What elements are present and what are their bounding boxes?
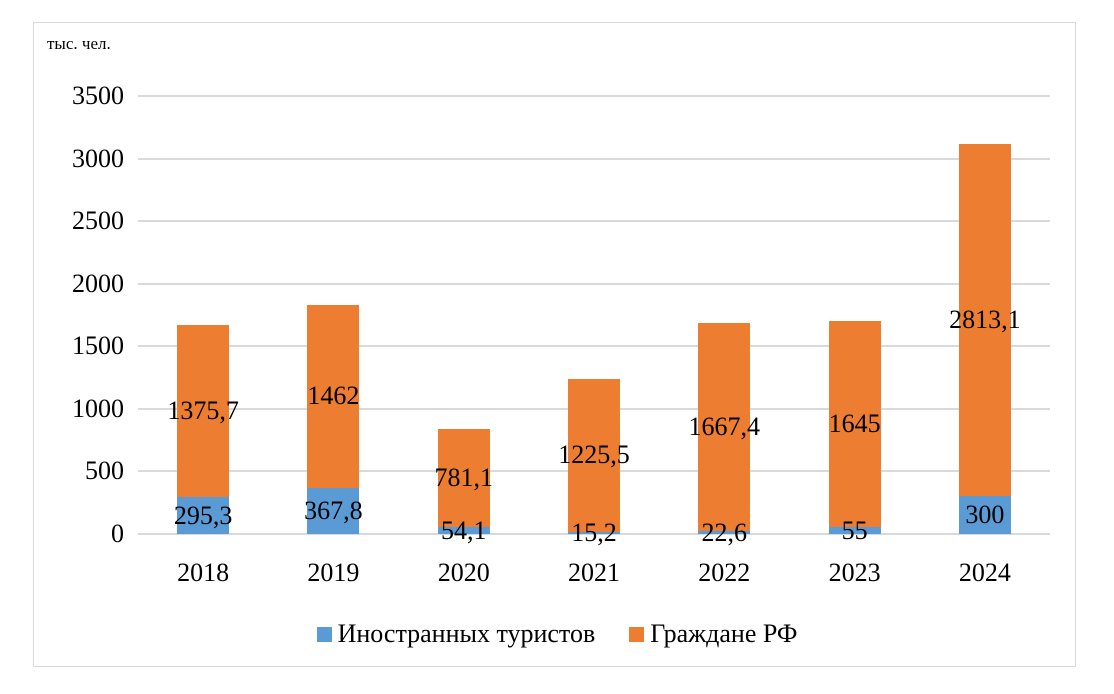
legend: Иностранных туристов Граждане РФ: [0, 619, 1114, 649]
data-label: 1667,4: [688, 411, 761, 441]
gridline: [138, 533, 1050, 535]
data-label: 55: [841, 515, 868, 545]
bar-stack-2021: [568, 96, 620, 534]
bar-foreign-2021: [568, 532, 620, 534]
bar-citizens-2024: [958, 144, 1011, 497]
bar-stack-2022: [698, 96, 751, 534]
data-label: 15,2: [571, 518, 617, 548]
x-tick-label: 2024: [958, 558, 1011, 587]
bar-citizens-2021: [568, 378, 620, 533]
y-tick-label: 2000: [72, 268, 124, 298]
bar-foreign-2023: [828, 527, 881, 534]
bar-citizens-2019: [307, 305, 360, 488]
bar-foreign-2018: [177, 497, 230, 534]
chart-frame: [33, 22, 1076, 667]
x-tick-label: 2021: [568, 558, 620, 587]
bar-foreign-2024: [958, 496, 1011, 534]
gridline: [138, 345, 1050, 348]
data-label: 367,8: [304, 495, 363, 525]
data-label: 300: [965, 500, 1005, 530]
gridline: [138, 95, 1050, 97]
bar-stack-2020: [437, 96, 490, 534]
legend-label-foreign: Иностранных туристов: [337, 619, 596, 648]
bar-citizens-2018: [177, 324, 230, 498]
y-tick-label: 500: [85, 456, 124, 486]
gridline: [138, 157, 1050, 160]
x-tick-label: 2020: [437, 558, 490, 587]
data-label: 22,6: [701, 517, 748, 547]
x-tick-label: 2019: [307, 558, 360, 587]
x-tick-label: 2018: [177, 558, 230, 587]
data-label: 1462: [307, 381, 360, 411]
legend-item-foreign: Иностранных туристов: [316, 619, 596, 649]
bar-stack-2018: [177, 96, 230, 534]
data-label: 1375,7: [167, 395, 239, 425]
legend-label-citizens: Граждане РФ: [650, 619, 798, 648]
bar-stack-2024: [958, 96, 1011, 534]
y-axis-unit-label: тыс. чел.: [47, 34, 111, 53]
data-label: 781,1: [434, 463, 493, 493]
y-tick-label: 1000: [72, 393, 124, 423]
y-tick-label: 3000: [72, 143, 124, 173]
legend-swatch-foreign: [316, 626, 332, 642]
data-label: 54,1: [440, 515, 487, 545]
bar-citizens-2023: [828, 321, 881, 528]
data-label: 1225,5: [558, 440, 630, 470]
bar-foreign-2020: [437, 527, 490, 534]
bar-foreign-2022: [698, 531, 751, 534]
data-label: 2813,1: [949, 305, 1021, 335]
plot-area: 295,3 1375,7 367,8 1462 54,1 781,1 15,2 1225,5 2…: [138, 95, 1050, 546]
bar-stack-2023: [828, 96, 881, 534]
x-tick-label: 2023: [828, 558, 881, 587]
bar-foreign-2019: [307, 487, 360, 534]
y-tick-label: 2500: [72, 206, 124, 236]
bar-stack-2019: [307, 96, 360, 534]
x-tick-label: 2022: [698, 558, 751, 587]
data-label: 295,3: [173, 500, 233, 530]
y-tick-label: 1500: [72, 331, 124, 361]
legend-item-citizens: Граждане РФ: [629, 619, 797, 649]
data-label: 1645: [828, 409, 881, 439]
y-tick-label: 3500: [72, 81, 124, 110]
bar-citizens-2020: [437, 429, 490, 528]
bar-citizens-2022: [698, 322, 751, 532]
y-tick-label: 0: [111, 519, 124, 548]
gridline: [138, 220, 1050, 223]
legend-swatch-citizens: [629, 626, 645, 642]
gridline: [138, 282, 1050, 285]
